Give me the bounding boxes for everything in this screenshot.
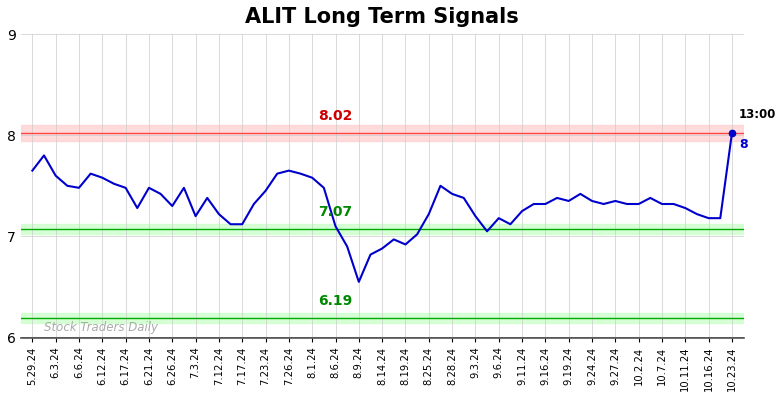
Text: 13:00: 13:00 — [739, 108, 776, 121]
Text: 6.19: 6.19 — [318, 294, 353, 308]
Bar — [20, 224, 743, 234]
Bar — [20, 125, 743, 141]
Title: ALIT Long Term Signals: ALIT Long Term Signals — [245, 7, 519, 27]
Text: 8: 8 — [739, 138, 748, 151]
Bar — [20, 313, 743, 323]
Text: 7.07: 7.07 — [318, 205, 353, 219]
Text: Stock Traders Daily: Stock Traders Daily — [44, 322, 158, 334]
Text: 8.02: 8.02 — [318, 109, 353, 123]
